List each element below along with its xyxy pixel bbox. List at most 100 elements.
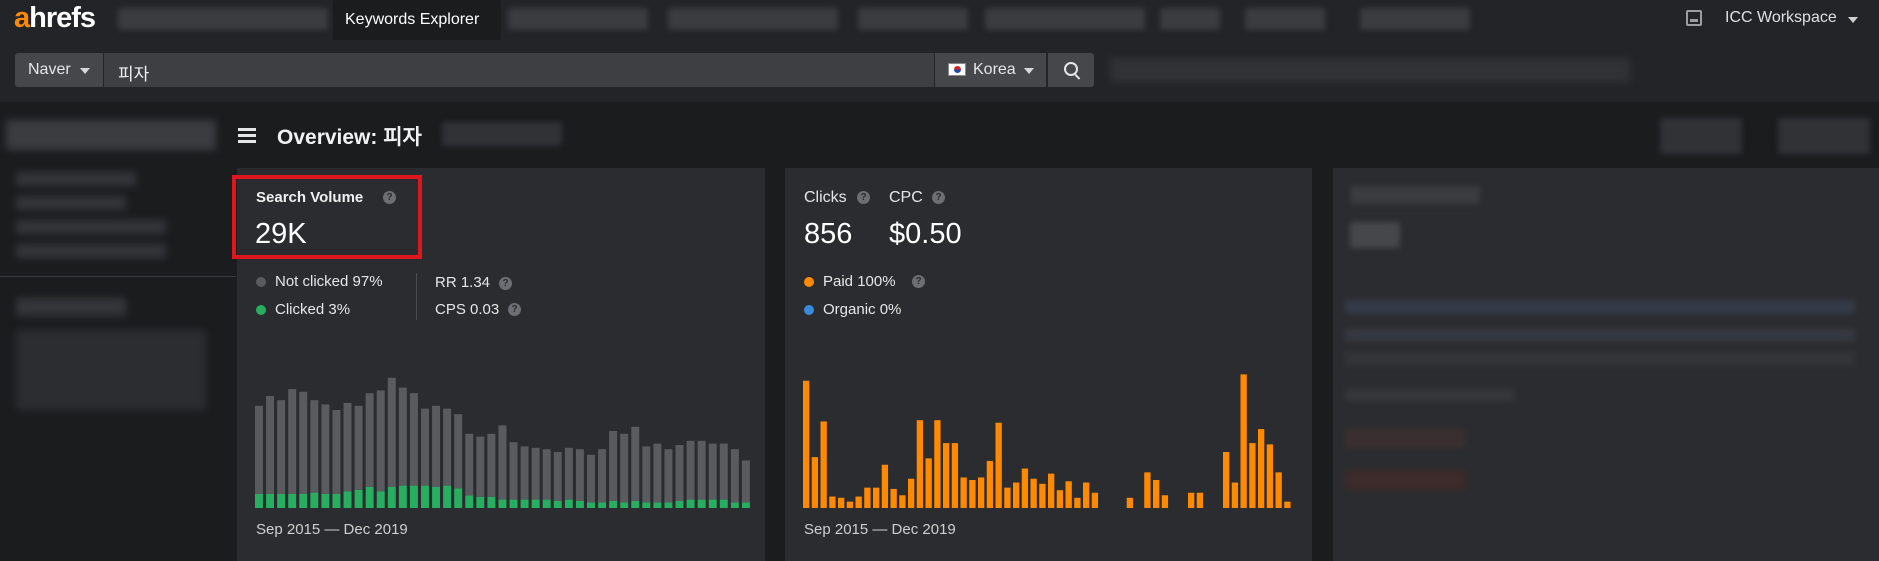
not-clicked-bar bbox=[697, 440, 706, 500]
nav-item-blurred[interactable] bbox=[985, 8, 1145, 30]
help-icon[interactable]: ? bbox=[383, 191, 396, 204]
annotation-highlight-box bbox=[232, 175, 422, 259]
sidebar-blurred-item[interactable] bbox=[16, 196, 126, 210]
paid-clicks-bar bbox=[1056, 490, 1064, 508]
search-volume-label: Search Volume bbox=[256, 189, 364, 206]
sidebar-blurred-item[interactable] bbox=[16, 172, 136, 186]
not-clicked-bar bbox=[741, 460, 750, 503]
blurred-header-button[interactable] bbox=[1778, 118, 1870, 154]
nav-item-blurred[interactable] bbox=[1245, 8, 1325, 30]
sidebar-blurred-item[interactable] bbox=[6, 120, 216, 150]
clicked-bar bbox=[432, 487, 441, 508]
paid-clicks-bar bbox=[1065, 481, 1072, 508]
notifications-icon[interactable] bbox=[1686, 10, 1702, 26]
paid-clicks-bar bbox=[925, 458, 932, 508]
clicks-value: 856 bbox=[804, 218, 853, 250]
not-clicked-bar bbox=[321, 404, 330, 494]
blurred-panel-row bbox=[1345, 300, 1855, 314]
clicks-label: Clicks bbox=[804, 189, 847, 206]
clicked-bar bbox=[387, 487, 396, 508]
clicked-bar bbox=[443, 485, 452, 508]
nav-item-blurred[interactable] bbox=[118, 8, 328, 30]
keyword-search-input[interactable]: 피자 bbox=[104, 53, 934, 87]
clicked-bar bbox=[255, 494, 263, 508]
not-clicked-bar bbox=[432, 405, 441, 487]
not-clicked-bar bbox=[609, 431, 618, 501]
date-range-label: Sep 2015 — Dec 2019 bbox=[804, 521, 956, 538]
cpc-label: CPC bbox=[889, 189, 923, 206]
paid-clicks-bar bbox=[838, 497, 845, 508]
clicked-legend-dot bbox=[256, 305, 266, 315]
paid-clicks-bar bbox=[1240, 374, 1247, 508]
not-clicked-bar bbox=[310, 400, 319, 493]
not-clicked-bar bbox=[288, 389, 297, 494]
ahrefs-logo[interactable]: ahrefs bbox=[14, 2, 96, 34]
help-icon[interactable]: ? bbox=[912, 275, 925, 288]
nav-item-blurred[interactable] bbox=[668, 8, 838, 30]
paid-legend-dot bbox=[804, 277, 814, 287]
clicked-bar bbox=[553, 501, 562, 508]
sidebar-divider bbox=[0, 276, 236, 277]
help-icon[interactable]: ? bbox=[932, 191, 945, 204]
nav-item-blurred[interactable] bbox=[1360, 8, 1470, 30]
not-clicked-bar bbox=[520, 446, 529, 500]
clicked-bar bbox=[332, 494, 341, 508]
country-select[interactable]: Korea bbox=[935, 53, 1046, 87]
blurred-panel-row bbox=[1345, 352, 1855, 366]
nav-item-blurred[interactable] bbox=[1160, 8, 1220, 30]
cpc-value: $0.50 bbox=[889, 218, 962, 250]
clicked-bar bbox=[708, 499, 717, 508]
clicked-bar bbox=[321, 494, 330, 508]
chevron-down-icon[interactable] bbox=[1848, 17, 1858, 23]
paid-clicks-bar bbox=[1004, 487, 1011, 508]
sidebar-blurred-item[interactable] bbox=[16, 244, 166, 258]
nav-item-blurred[interactable] bbox=[858, 8, 968, 30]
help-icon[interactable]: ? bbox=[857, 191, 870, 204]
search-volume-chart bbox=[255, 377, 750, 508]
sidebar-blurred-item[interactable] bbox=[16, 330, 206, 410]
clicked-legend: Clicked 3% bbox=[275, 301, 351, 318]
clicked-bar bbox=[376, 491, 385, 508]
blurred-header-button[interactable] bbox=[1660, 118, 1742, 154]
paid-clicks-bar bbox=[1048, 473, 1055, 508]
clicked-bar bbox=[609, 501, 618, 508]
paid-clicks-bar bbox=[855, 496, 862, 508]
clicked-bar bbox=[498, 499, 507, 508]
not-clicked-bar bbox=[553, 452, 562, 501]
top-navigation-bar: ahrefs Keywords Explorer ICC Workspace bbox=[0, 0, 1879, 40]
not-clicked-bar bbox=[531, 447, 540, 500]
clicked-bar bbox=[531, 499, 540, 508]
sidebar-blurred-item[interactable] bbox=[16, 298, 126, 316]
clicked-bar bbox=[587, 502, 595, 508]
not-clicked-bar bbox=[686, 440, 695, 500]
clicked-bar bbox=[288, 494, 297, 508]
blurred-search-text bbox=[1110, 58, 1630, 82]
clicked-bar bbox=[542, 499, 551, 508]
tab-keywords-explorer[interactable]: Keywords Explorer bbox=[333, 0, 501, 40]
paid-clicks-bar bbox=[890, 488, 897, 508]
search-button[interactable] bbox=[1048, 53, 1094, 87]
menu-icon[interactable] bbox=[238, 128, 256, 143]
blurred-panel-row bbox=[1345, 388, 1515, 402]
not-clicked-bar bbox=[266, 396, 275, 494]
paid-clicks-bar bbox=[916, 420, 924, 508]
paid-clicks-bar bbox=[960, 477, 967, 508]
help-icon[interactable]: ? bbox=[508, 303, 521, 316]
help-icon[interactable]: ? bbox=[499, 277, 512, 290]
clicked-bar bbox=[509, 499, 518, 508]
paid-clicks-bar bbox=[1223, 452, 1230, 508]
clicked-bar bbox=[409, 485, 418, 508]
not-clicked-bar bbox=[653, 443, 662, 503]
korea-flag-icon bbox=[948, 63, 966, 76]
nav-item-blurred[interactable] bbox=[508, 8, 648, 30]
not-clicked-bar bbox=[642, 446, 651, 503]
search-engine-select[interactable]: Naver bbox=[15, 53, 103, 87]
clicks-per-search-value: CPS 0.03 bbox=[435, 301, 500, 318]
paid-clicks-bar bbox=[1196, 492, 1204, 508]
workspace-menu[interactable]: ICC Workspace bbox=[1725, 9, 1837, 26]
paid-clicks-bar bbox=[1249, 443, 1256, 508]
not-clicked-bar bbox=[398, 387, 407, 486]
paid-clicks-bar bbox=[1074, 497, 1081, 508]
sidebar-blurred-item[interactable] bbox=[16, 220, 166, 234]
not-clicked-bar bbox=[664, 449, 673, 503]
